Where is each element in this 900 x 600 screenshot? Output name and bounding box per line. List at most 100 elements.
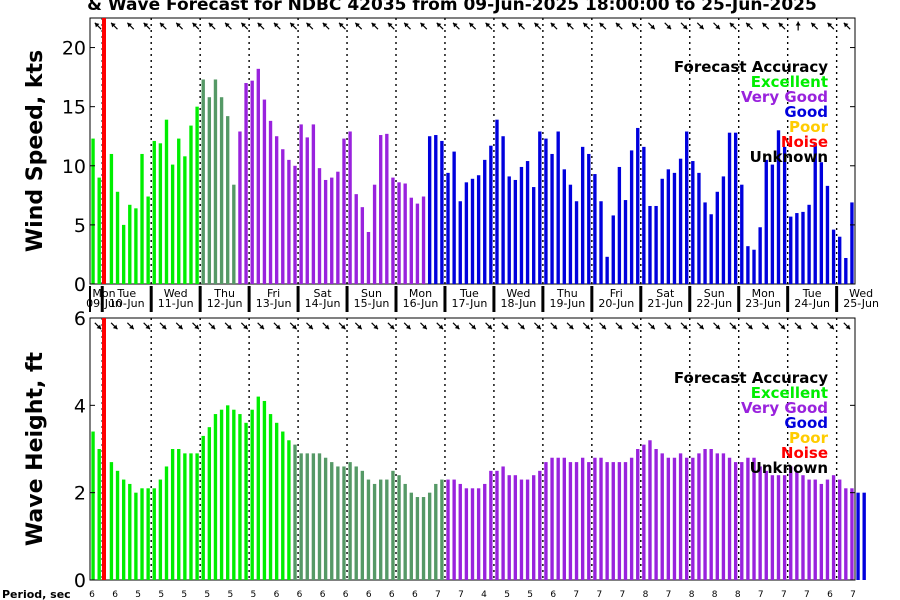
bar [556, 131, 560, 284]
bar [789, 466, 793, 580]
date-label: 13-Jun [256, 297, 292, 310]
bar [685, 131, 689, 284]
bar [201, 79, 205, 284]
period-value: 7 [435, 590, 441, 600]
wind-direction-arrow [729, 22, 735, 28]
bar [97, 449, 101, 580]
y-tick-label: 0 [74, 570, 86, 592]
bar [250, 80, 254, 284]
wave-direction-arrow [666, 324, 672, 330]
bar [360, 470, 365, 580]
day-of-week-label: Tue [459, 287, 479, 300]
bar [440, 479, 444, 580]
bar [795, 470, 799, 580]
bar [544, 462, 548, 580]
bar [519, 166, 524, 284]
bar [244, 83, 248, 285]
bar [244, 422, 248, 580]
wave-direction-arrow [487, 324, 492, 330]
wind-direction-arrow [176, 22, 181, 28]
bar [636, 127, 640, 285]
bar [109, 153, 114, 284]
bar [801, 475, 805, 580]
bar [232, 409, 236, 580]
bar [740, 462, 744, 580]
bar [525, 161, 530, 284]
bar [391, 177, 395, 284]
period-value: 6 [274, 590, 280, 600]
wave-direction-arrow [813, 324, 818, 330]
bar [660, 453, 664, 580]
bar [342, 138, 346, 284]
legend-title: Forecast Accuracy [674, 58, 828, 76]
bar [146, 488, 150, 580]
bar [850, 488, 854, 580]
bar [489, 470, 493, 580]
legend-item: Very Good [741, 88, 828, 106]
wave-direction-arrow [226, 324, 232, 330]
bar [158, 143, 163, 284]
wave-direction-arrow [519, 324, 525, 330]
bar [201, 435, 205, 580]
bar [177, 138, 181, 284]
bar [195, 453, 199, 580]
bar [544, 138, 548, 284]
bar [697, 453, 701, 580]
wind-direction-arrow [746, 22, 751, 28]
wind-direction-arrow [550, 22, 556, 28]
legend-item: Noise [781, 444, 828, 462]
y-tick-label: 2 [74, 483, 86, 505]
bar [721, 176, 726, 284]
wind-direction-arrow [339, 22, 344, 28]
wave-direction-arrow [747, 324, 753, 330]
bar [580, 146, 585, 284]
wave-direction-arrow [177, 324, 183, 330]
bar [158, 479, 163, 580]
wave-direction-arrow [471, 324, 476, 330]
bar [152, 488, 156, 580]
y-tick-label: 5 [74, 215, 86, 237]
wind-direction-arrow [111, 22, 116, 28]
bar [323, 457, 328, 580]
bar [434, 135, 438, 284]
wind-direction-arrow [404, 22, 409, 28]
bar [605, 462, 609, 580]
wave-direction-arrow [796, 324, 802, 330]
bar [274, 136, 279, 284]
bar [844, 257, 848, 284]
period-row: 6 6 5 5 5 5 5 5 6 6 6 6 6 6 6 7 7 4 5 5 6 7 7 7 8 7 8 8 8 7 7 7 6 7 [89, 590, 856, 600]
period-value: 6 [389, 590, 395, 600]
wind-direction-arrow [715, 24, 720, 30]
period-value: 8 [712, 590, 718, 600]
bar [483, 159, 487, 284]
day-of-week-label: Sat [314, 287, 333, 300]
bar [281, 431, 285, 580]
bar [642, 146, 646, 284]
period-value: 6 [412, 590, 418, 600]
bar [746, 457, 750, 580]
bar [727, 457, 732, 580]
bar [819, 162, 824, 284]
bar [219, 97, 224, 284]
date-label: 20-Jun [598, 297, 634, 310]
bar [764, 159, 768, 284]
legend-item: Good [784, 414, 828, 432]
wave-direction-arrow [454, 324, 460, 330]
bar [519, 479, 524, 580]
y-axis-label: Wave Height, ft [23, 351, 48, 546]
wave-direction-arrow [324, 324, 330, 330]
bar [250, 409, 254, 580]
bar [538, 131, 542, 284]
bar [587, 462, 591, 580]
period-value: 7 [666, 590, 672, 600]
y-tick-label: 4 [74, 395, 86, 417]
wind-direction-arrow [699, 24, 704, 30]
period-value: 8 [643, 590, 649, 600]
bar [281, 149, 285, 284]
bar [170, 449, 175, 580]
wind-direction-arrow [273, 22, 279, 28]
bar [268, 414, 273, 580]
bar [642, 444, 646, 580]
period-value: 7 [458, 590, 464, 600]
bar [385, 133, 389, 284]
